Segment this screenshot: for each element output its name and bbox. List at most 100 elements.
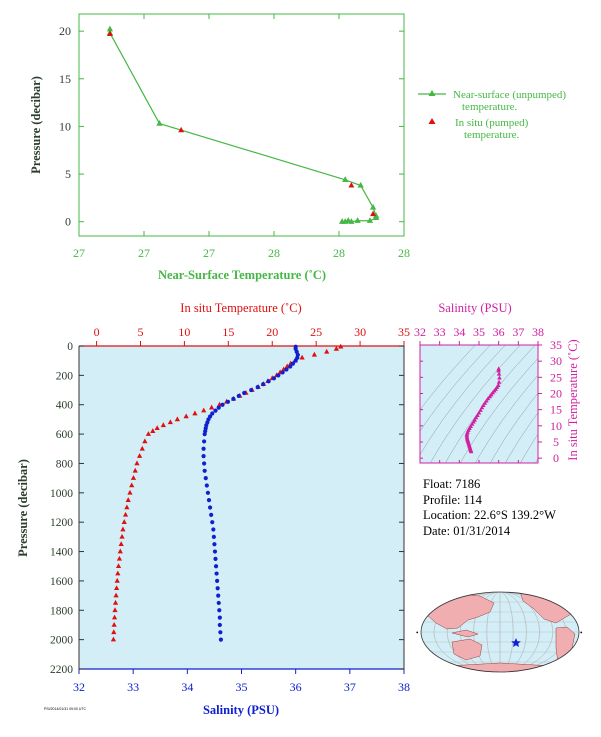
salinity-point — [210, 520, 214, 524]
ts-temperature-tick-label: 5 — [553, 435, 559, 449]
salinity-point — [207, 498, 211, 502]
salinity-point — [217, 608, 221, 612]
ts-salinity-tick-label: 37 — [512, 325, 524, 339]
salinity-point — [203, 432, 207, 436]
near-surface-y-tick-label: 5 — [65, 167, 71, 181]
salinity-point — [281, 370, 285, 374]
salinity-point — [226, 400, 230, 404]
pressure-tick-label: 1200 — [50, 517, 73, 529]
ts-temperature-axis-label: In situ Temperature (˚C) — [566, 339, 580, 460]
salinity-point — [206, 491, 210, 495]
pressure-tick-label: 0 — [67, 341, 73, 353]
salinity-point — [213, 557, 217, 561]
ts-salinity-tick-label: 32 — [414, 325, 426, 339]
salinity-point — [202, 439, 206, 443]
pressure-tick-label: 1000 — [50, 488, 73, 500]
pressure-tick-label: 200 — [56, 370, 74, 382]
pressure-axis-label: Pressure (decibar) — [16, 459, 30, 557]
near-surface-x-tick-label: 27 — [203, 246, 215, 260]
near-surface-y-tick-label: 10 — [59, 119, 71, 133]
salinity-point — [272, 376, 276, 380]
ts-temperature-tick-label: 15 — [550, 403, 562, 417]
near-surface-x-tick-label: 28 — [333, 246, 345, 260]
near-surface-y-tick-label: 15 — [59, 72, 71, 86]
salinity-tick-label: 32 — [73, 680, 85, 694]
float-id: Float: 7186 — [423, 477, 556, 493]
salinity-point — [249, 388, 253, 392]
ts-temperature-tick-label: 0 — [553, 451, 559, 465]
pressure-tick-label: 1600 — [50, 576, 73, 588]
near-surface-x-tick-label: 28 — [398, 246, 410, 260]
salinity-point — [237, 394, 241, 398]
salinity-point — [212, 535, 216, 539]
salinity-point — [213, 409, 217, 413]
ts-temperature-tick-label: 35 — [550, 338, 562, 352]
legend-pumped-marker — [429, 118, 436, 124]
salinity-point — [201, 454, 205, 458]
ts-temperature-tick-label: 10 — [550, 419, 562, 433]
salinity-point — [213, 549, 217, 553]
legend-unpumped-label: Near-surface (unpumped) — [453, 89, 566, 101]
salinity-point — [215, 579, 219, 583]
salinity-point — [216, 586, 220, 590]
ts-salinity-tick-label: 36 — [493, 325, 505, 339]
map-antarctica — [430, 663, 570, 675]
footnote: PSI/2014/01/31 09:00 UTC — [44, 707, 86, 711]
salinity-point — [218, 623, 222, 627]
salinity-tick-label: 37 — [344, 680, 356, 694]
pressure-tick-label: 1800 — [50, 605, 73, 617]
ts-temperature-tick-label: 20 — [550, 386, 562, 400]
salinity-point — [203, 469, 207, 473]
pressure-tick-label: 2200 — [50, 664, 73, 676]
temperature-tick-label: 15 — [222, 325, 234, 339]
ts-diagram-background — [420, 345, 538, 463]
legend-unpumped-label-line2: temperature. — [462, 101, 518, 113]
salinity-tick-label: 38 — [398, 680, 410, 694]
profile-date: Date: 01/31/2014 — [423, 524, 556, 540]
temperature-tick-label: 20 — [266, 325, 278, 339]
temperature-tick-label: 25 — [310, 325, 322, 339]
near-surface-y-tick-label: 0 — [65, 215, 71, 229]
salinity-point — [218, 616, 222, 620]
near-surface-x-tick-label: 28 — [268, 246, 280, 260]
pressure-tick-label: 400 — [56, 400, 74, 412]
map-tick-left: • — [416, 629, 419, 637]
near-surface-y-axis-label: Pressure (decibar) — [29, 76, 43, 174]
salinity-point — [288, 364, 292, 368]
near-surface-plot-frame — [79, 14, 404, 236]
temperature-tick-label: 30 — [354, 325, 366, 339]
near-surface-x-tick-label: 27 — [73, 246, 85, 260]
legend-pumped-label-line2: temperature. — [464, 129, 520, 141]
ts-salinity-tick-label: 34 — [453, 325, 465, 339]
salinity-axis-label: Salinity (PSU) — [203, 703, 279, 717]
near-surface-legend: Near-surface (unpumped) temperature. In … — [418, 89, 566, 141]
salinity-point — [242, 391, 246, 395]
ts-title: Salinity (PSU) — [438, 301, 511, 315]
salinity-point — [211, 527, 215, 531]
salinity-point — [231, 397, 235, 401]
ts-salinity-tick-label: 38 — [532, 325, 544, 339]
salinity-point — [208, 505, 212, 509]
salinity-point — [204, 476, 208, 480]
float-location: Location: 22.6°S 139.2°W — [423, 508, 556, 524]
pressure-tick-label: 1400 — [50, 547, 73, 559]
pressure-tick-label: 800 — [56, 458, 74, 470]
salinity-point — [202, 461, 206, 465]
pressure-tick-label: 600 — [56, 429, 74, 441]
salinity-point — [218, 630, 222, 634]
ts-temperature-tick-label: 30 — [550, 354, 562, 368]
temperature-axis-label: In situ Temperature (˚C) — [180, 301, 301, 315]
salinity-point — [214, 571, 218, 575]
temperature-tick-label: 5 — [137, 325, 143, 339]
ts-temperature-tick-label: 25 — [550, 370, 562, 384]
salinity-point — [217, 406, 221, 410]
salinity-point — [209, 513, 213, 517]
salinity-tick-label: 33 — [127, 680, 139, 694]
near-surface-y-tick-label: 20 — [59, 24, 71, 38]
